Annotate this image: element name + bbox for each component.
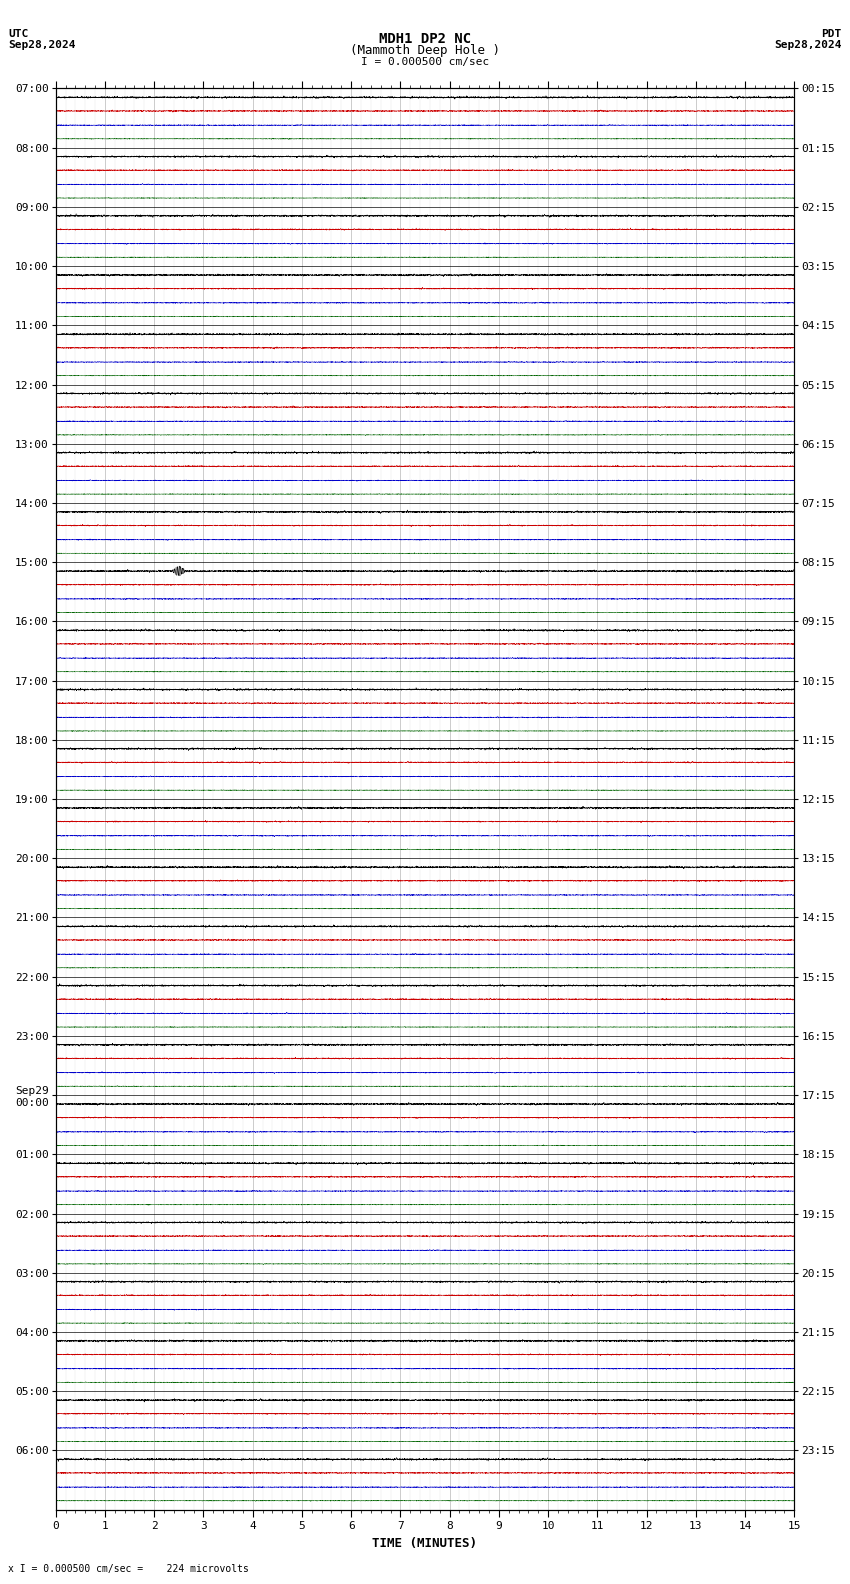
Text: (Mammoth Deep Hole ): (Mammoth Deep Hole ): [350, 44, 500, 57]
Text: x I = 0.000500 cm/sec =    224 microvolts: x I = 0.000500 cm/sec = 224 microvolts: [8, 1565, 249, 1574]
Text: MDH1 DP2 NC: MDH1 DP2 NC: [379, 32, 471, 46]
Text: UTC: UTC: [8, 29, 29, 38]
Text: PDT: PDT: [821, 29, 842, 38]
Text: I = 0.000500 cm/sec: I = 0.000500 cm/sec: [361, 57, 489, 67]
Text: Sep28,2024: Sep28,2024: [8, 40, 76, 49]
Text: Sep28,2024: Sep28,2024: [774, 40, 842, 49]
X-axis label: TIME (MINUTES): TIME (MINUTES): [372, 1536, 478, 1551]
